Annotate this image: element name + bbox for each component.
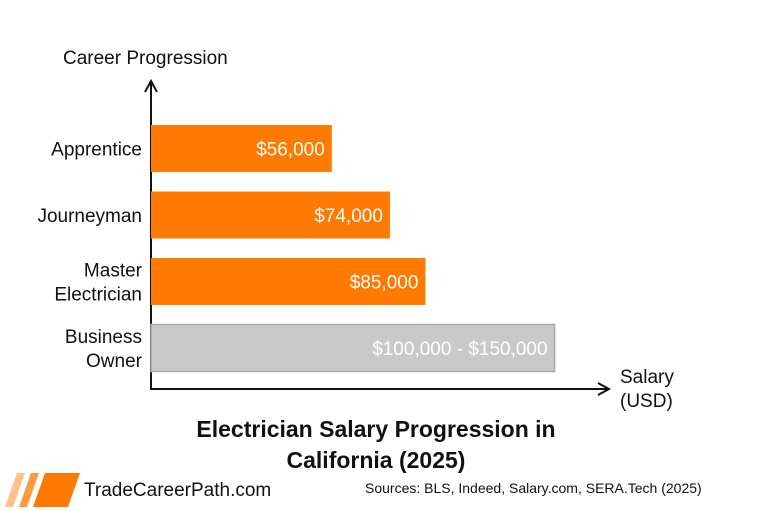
bar-value-label: $56,000 <box>256 140 325 161</box>
category-labels: Apprentice Journeyman Master Electrician Bus… <box>37 140 142 373</box>
sources-note: Sources: BLS, Indeed, Salary.com, SERA.T… <box>365 480 702 496</box>
bar-labels: $56,000 $74,000 $85,000 $100,000 - $150,000 <box>256 140 547 361</box>
category-label: Business Owner <box>65 327 143 372</box>
bar-apprentice <box>151 125 332 172</box>
x-axis-title: Salary (USD) <box>620 367 674 412</box>
bar-value-label: $74,000 <box>314 206 383 227</box>
bar-master-electrician <box>151 258 426 305</box>
category-label: Apprentice <box>51 140 142 161</box>
category-label: Master Electrician <box>54 261 142 306</box>
category-label: Journeyman <box>37 206 142 227</box>
bars <box>150 125 556 373</box>
stripes-logo-icon <box>5 473 80 507</box>
y-axis-arrow-icon <box>144 78 158 93</box>
y-axis-title: Career Progression <box>63 48 228 69</box>
bar-value-label: $85,000 <box>350 273 419 294</box>
x-axis-arrow-icon <box>597 382 612 396</box>
bar-journeyman <box>151 191 390 239</box>
chart-title: Electrician Salary Progression in Califo… <box>196 416 556 473</box>
bar-value-label: $100,000 - $150,000 <box>372 339 547 360</box>
brand-name[interactable]: TradeCareerPath.com <box>84 480 272 501</box>
bar-business-owner <box>150 323 556 373</box>
